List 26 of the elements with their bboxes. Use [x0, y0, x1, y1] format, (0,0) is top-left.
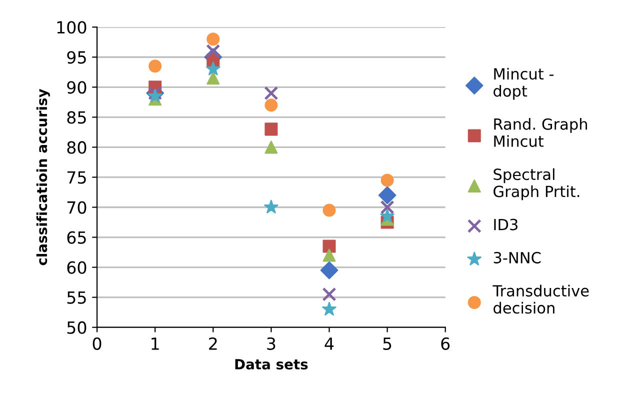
x-tick-label: 0 — [92, 337, 102, 350]
y-tick-label: 55 — [67, 292, 86, 304]
y-tick-label: 70 — [67, 201, 86, 214]
y-tick-label: 90 — [67, 81, 86, 94]
legend-label: Rand. Graph Mincut — [494, 118, 588, 147]
legend-label: Transductive decision — [492, 284, 589, 314]
legend-label: ID3 — [494, 218, 518, 230]
y-tick-label: 75 — [67, 171, 86, 184]
x-tick-label: 5 — [383, 338, 392, 350]
y-tick-label: 80 — [67, 141, 86, 154]
y-tick-label: 85 — [67, 111, 86, 124]
y-tick-label: 100 — [57, 21, 86, 34]
x-axis-title: Data sets — [235, 359, 308, 370]
y-tick-label: 60 — [67, 261, 86, 274]
y-tick-label: 95 — [67, 51, 86, 64]
x-tick-label: 4 — [324, 338, 334, 350]
y-tick-label: 50 — [67, 321, 86, 334]
x-tick-label: 1 — [152, 338, 159, 350]
legend-label: 3-NNC — [494, 252, 541, 264]
x-tick-label: 6 — [441, 337, 450, 350]
legend-label: Spectral Graph Prtit. — [494, 168, 580, 200]
x-tick-label: 2 — [209, 337, 217, 350]
legend-label: Mincut - dopt — [494, 68, 554, 100]
y-tick-label: 65 — [67, 231, 86, 244]
y-axis-title: classificatioin accurisy — [36, 88, 50, 266]
x-tick-label: 3 — [267, 337, 276, 350]
